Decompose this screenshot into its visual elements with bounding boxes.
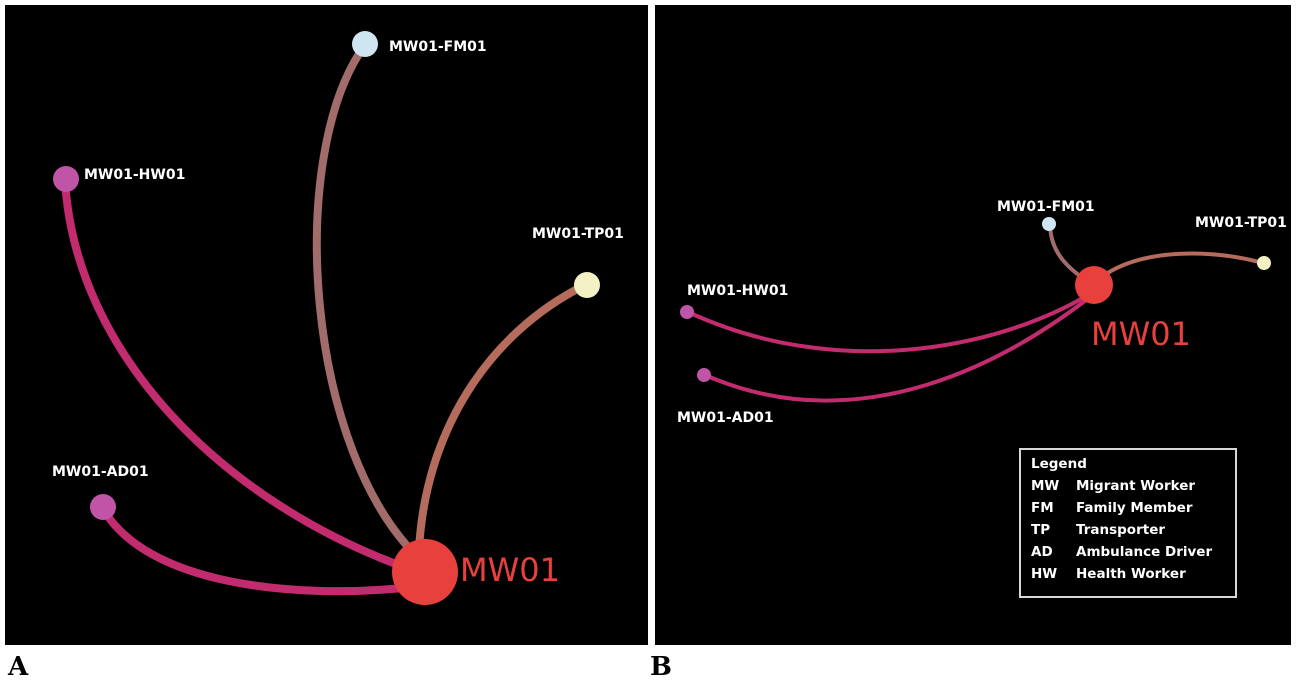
hub-node-mw01 xyxy=(1075,266,1113,304)
legend-title: Legend xyxy=(1031,456,1087,472)
legend-item: HW Health Worker xyxy=(1031,563,1225,585)
network-panel-a: MW01-FM01 MW01-HW01 MW01-TP01 MW01-AD01 … xyxy=(5,5,648,645)
hub-label-mw01: MW01 xyxy=(460,551,560,589)
legend-item: TP Transporter xyxy=(1031,519,1225,541)
node-ad01 xyxy=(697,368,711,382)
panel-letter-a: A xyxy=(8,652,29,682)
edge-hw01 xyxy=(686,293,1090,354)
legend-item: AD Ambulance Driver xyxy=(1031,541,1225,563)
legend-text: Health Worker xyxy=(1076,566,1186,582)
legend-item: MW Migrant Worker xyxy=(1031,475,1225,497)
node-fm01 xyxy=(1042,217,1056,231)
node-label-fm01: MW01-FM01 xyxy=(997,199,1095,215)
legend-abbr: MW xyxy=(1031,478,1060,494)
hub-label-mw01: MW01 xyxy=(1091,315,1191,353)
edge-tp01 xyxy=(415,281,589,554)
edge-ad01 xyxy=(703,295,1092,403)
node-label-tp01: MW01-TP01 xyxy=(1195,215,1287,231)
node-hw01 xyxy=(53,166,79,192)
node-fm01 xyxy=(352,31,378,57)
edge-ad01 xyxy=(98,503,417,596)
node-tp01 xyxy=(1257,256,1271,270)
hub-node-mw01 xyxy=(392,539,458,605)
legend-box: Legend MW Migrant Worker FM Family Membe… xyxy=(1019,448,1237,598)
legend-text: Family Member xyxy=(1076,500,1193,516)
edge-hw01 xyxy=(61,176,419,575)
legend-text: Ambulance Driver xyxy=(1076,544,1213,560)
legend-abbr: TP xyxy=(1031,522,1051,538)
edge-tp01 xyxy=(1101,251,1265,278)
legend-abbr: HW xyxy=(1031,566,1058,582)
node-hw01 xyxy=(680,305,694,319)
node-label-ad01: MW01-AD01 xyxy=(677,410,774,426)
network-graph-b: MW01-FM01 MW01-TP01 MW01-HW01 MW01-AD01 … xyxy=(677,199,1287,426)
legend-text: Transporter xyxy=(1076,522,1166,538)
node-label-ad01: MW01-AD01 xyxy=(52,464,149,480)
node-label-hw01: MW01-HW01 xyxy=(84,167,185,183)
legend-abbr: AD xyxy=(1031,544,1053,560)
node-label-hw01: MW01-HW01 xyxy=(687,283,788,299)
panel-letter-b: B xyxy=(650,652,672,682)
node-tp01 xyxy=(574,272,600,298)
edge-fm01 xyxy=(312,41,427,566)
legend-abbr: FM xyxy=(1031,500,1054,516)
node-ad01 xyxy=(90,494,116,520)
node-label-tp01: MW01-TP01 xyxy=(532,226,624,242)
node-label-fm01: MW01-FM01 xyxy=(389,39,487,55)
network-graph-a: MW01-FM01 MW01-HW01 MW01-TP01 MW01-AD01 … xyxy=(52,31,624,605)
legend-text: Migrant Worker xyxy=(1076,478,1196,494)
network-panel-b: MW01-FM01 MW01-TP01 MW01-HW01 MW01-AD01 … xyxy=(655,5,1291,645)
legend-item: FM Family Member xyxy=(1031,497,1225,519)
